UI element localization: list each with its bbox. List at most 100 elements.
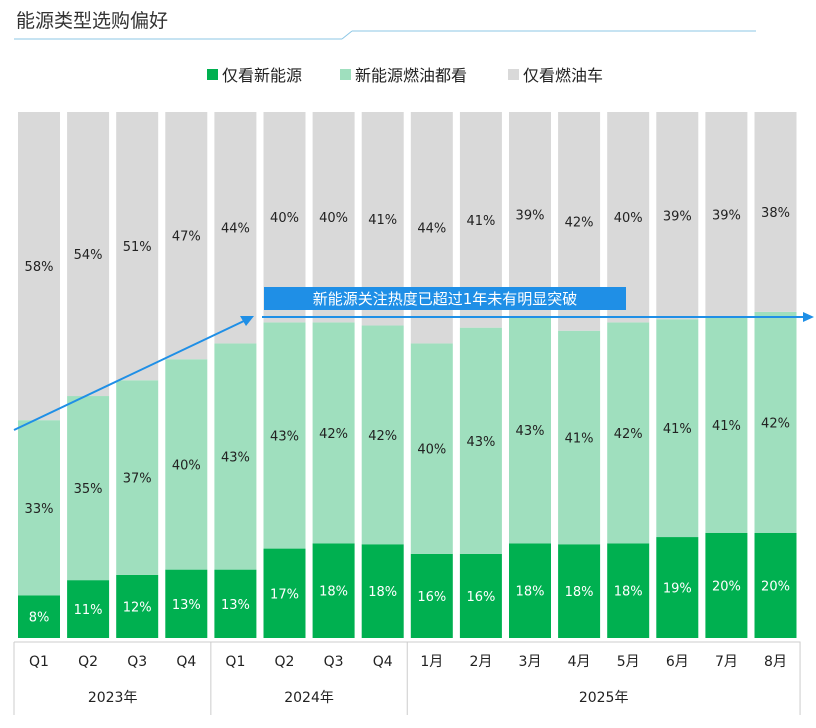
data-label-both: 40% (172, 458, 201, 473)
data-label-ice-only: 51% (123, 240, 152, 255)
bar-segment-both (312, 322, 355, 544)
data-label-ev-only: 20% (761, 579, 790, 594)
group-label: 2024年 (284, 690, 334, 706)
data-label-both: 37% (123, 472, 152, 487)
data-label-both: 35% (74, 482, 103, 497)
bar-segment-ev-only (558, 544, 601, 638)
category-tick-label: 2月 (469, 654, 492, 670)
category-tick-label: 4月 (568, 654, 591, 670)
data-label-ev-only: 16% (466, 590, 495, 605)
bar-segment-both (410, 343, 453, 554)
category-tick-label: Q3 (127, 654, 147, 670)
bar-segment-ev-only (312, 543, 355, 638)
bar-segment-both (558, 330, 601, 545)
category-tick-label: Q2 (275, 654, 295, 670)
legend: 仅看新能源 新能源燃油都看 仅看燃油车 (207, 66, 603, 85)
bar-segment-both (754, 311, 797, 533)
data-label-both: 43% (516, 424, 545, 439)
data-label-both: 42% (614, 427, 643, 442)
legend-label-both: 新能源燃油都看 (355, 66, 467, 85)
data-label-ice-only: 41% (368, 213, 397, 228)
category-tick-label: Q4 (176, 654, 196, 670)
data-label-both: 41% (565, 431, 594, 446)
group-label: 2025年 (579, 690, 629, 706)
category-tick-label: Q1 (225, 654, 245, 670)
bar-segment-both (67, 396, 110, 581)
bar-segment-ice-only (656, 112, 699, 320)
data-label-both: 43% (270, 429, 299, 444)
category-tick-label: 1月 (420, 654, 443, 670)
category-tick-label: Q4 (373, 654, 393, 670)
bar-segment-both (361, 325, 404, 545)
bar-segment-both (509, 317, 551, 544)
bar-segment-ev-only (165, 569, 208, 638)
bar-segment-ev-only (18, 595, 60, 638)
bar-segment-ice-only (67, 112, 110, 397)
bar-segment-ev-only (754, 532, 797, 638)
bar-segment-both (607, 322, 650, 544)
bar-segment-both (214, 343, 257, 570)
bar-segment-ev-only (361, 544, 404, 638)
bar-segment-ev-only (459, 553, 502, 638)
data-label-ice-only: 44% (221, 222, 250, 237)
category-tick-label: 3月 (519, 654, 542, 670)
annotation-box (264, 287, 626, 310)
data-label-both: 40% (417, 443, 446, 458)
data-label-ev-only: 18% (319, 585, 348, 600)
legend-label-ev-only: 仅看新能源 (222, 66, 302, 85)
bar-segment-both (656, 319, 699, 538)
category-tick-label: 7月 (715, 654, 738, 670)
data-label-ev-only: 18% (368, 585, 397, 600)
data-label-ice-only: 40% (319, 211, 348, 226)
data-label-ice-only: 39% (712, 209, 741, 224)
data-label-both: 42% (368, 429, 397, 444)
data-label-ice-only: 44% (417, 222, 446, 237)
trend-arrows (13, 312, 814, 431)
data-label-ice-only: 40% (614, 211, 643, 226)
bar-segment-both (18, 420, 60, 596)
category-tick-label: 8月 (764, 654, 787, 670)
data-label-ev-only: 18% (516, 585, 545, 600)
legend-label-ice-only: 仅看燃油车 (523, 66, 603, 85)
data-label-ev-only: 17% (270, 587, 299, 602)
legend-swatch-ice-only (508, 69, 519, 80)
data-label-ev-only: 12% (123, 600, 152, 615)
bar-segment-both (116, 380, 159, 575)
bar-segment-ice-only (754, 112, 797, 312)
annotation-text: 新能源关注热度已超过1年未有明显突破 (313, 290, 578, 308)
category-tick-label: 5月 (617, 654, 640, 670)
data-label-ev-only: 19% (663, 582, 692, 597)
data-label-both: 42% (761, 416, 790, 431)
legend-swatch-ev-only (207, 69, 218, 80)
data-label-ice-only: 41% (466, 214, 495, 229)
data-label-ice-only: 42% (565, 215, 594, 230)
bar-segment-both (263, 322, 306, 549)
category-tick-label: 6月 (666, 654, 689, 670)
category-tick-label: Q3 (324, 654, 344, 670)
trend-arrowhead-rising (240, 316, 254, 326)
trend-arrow-rising (13, 319, 247, 431)
bar-segment-ice-only (509, 112, 551, 318)
page-title: 能源类型选购偏好 (16, 10, 169, 32)
title-underline (14, 30, 756, 40)
bar-segment-ice-only (18, 112, 60, 421)
bar-segment-ev-only (705, 532, 748, 638)
data-label-both: 33% (25, 502, 54, 517)
data-label-both: 43% (466, 435, 495, 450)
data-label-both: 42% (319, 427, 348, 442)
bars-layer: 8% 33% 58% 11% 35% 54% 12% 37% 51% 13% 40% 47% 13% 43… (18, 112, 797, 638)
bar-segment-both (459, 327, 502, 554)
data-label-ev-only: 13% (221, 598, 250, 613)
group-label: 2023年 (88, 690, 138, 706)
bar-segment-both (165, 359, 208, 570)
bar-segment-ev-only (67, 580, 110, 638)
data-label-ice-only: 39% (516, 209, 545, 224)
data-label-ice-only: 39% (663, 210, 692, 225)
data-label-ice-only: 47% (172, 230, 201, 245)
data-label-ev-only: 20% (712, 579, 741, 594)
data-label-ev-only: 8% (29, 611, 50, 626)
bar-segment-ev-only (509, 543, 551, 638)
data-label-ev-only: 13% (172, 598, 201, 613)
trend-arrowhead-flat (803, 312, 814, 322)
